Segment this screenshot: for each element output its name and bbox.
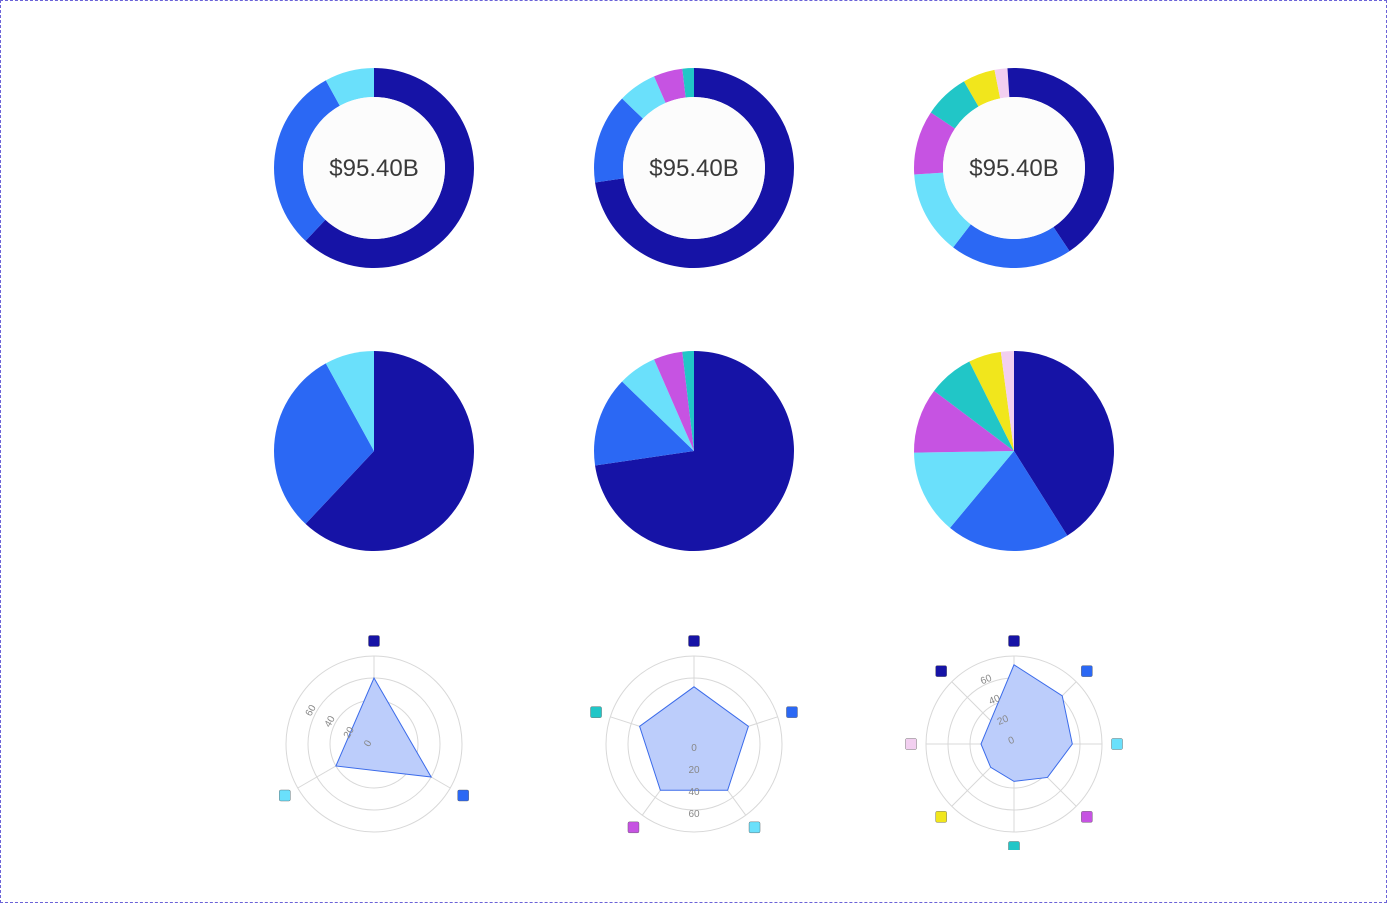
radar-axis-marker-4	[627, 821, 640, 834]
pie-slice-1	[305, 351, 474, 551]
donut-slice-5	[682, 68, 694, 98]
donut-slice-6	[964, 69, 1001, 107]
radar-area	[335, 676, 433, 778]
pie-slice-2	[274, 363, 374, 524]
donut-slice-3	[914, 172, 971, 248]
donut-slice-3	[325, 68, 374, 106]
pie-chart-3	[914, 351, 1114, 551]
radar-tick-label: 40	[987, 693, 1002, 708]
radar-tick-label: 0	[1007, 735, 1017, 747]
pie-slice-3	[914, 451, 1014, 528]
radar-tick-label: 60	[304, 703, 319, 719]
radar-tick-label: 20	[342, 725, 357, 741]
donut-slice-1	[1014, 68, 1114, 252]
pie-slice-6	[969, 351, 1014, 451]
donut-center-label: $95.40B	[649, 155, 738, 182]
radar-area	[639, 686, 749, 791]
pie-chart-2	[594, 351, 794, 551]
donut-slice-2	[953, 224, 1070, 268]
radar-chart-3: 0 20 40 60	[905, 635, 1123, 850]
radar-axis-marker-5	[590, 706, 602, 718]
radar-axis-marker-1	[368, 635, 380, 647]
donut-slice-2	[274, 80, 340, 241]
donut-slice-8	[1007, 68, 1014, 98]
pie-slice-1	[1014, 351, 1114, 536]
pie-slice-5	[682, 351, 694, 451]
pie-slice-2	[950, 451, 1068, 551]
pie-slice-1	[595, 351, 794, 551]
donut-hole	[303, 97, 445, 239]
pie-slice-3	[325, 351, 374, 451]
pie-chart-1	[274, 351, 474, 551]
radar-axis-marker-3	[1111, 738, 1123, 750]
radar-axis-marker-1	[688, 635, 700, 647]
radar-axis-marker-3	[748, 821, 761, 834]
donut-slice-4	[914, 112, 955, 175]
donut-slice-1	[305, 68, 474, 268]
radar-axis-marker-2	[786, 706, 798, 718]
radar-tick-label: 20	[688, 765, 700, 776]
donut-hole	[943, 97, 1085, 239]
donut-hole	[623, 97, 765, 239]
radar-axis-marker-4	[1081, 811, 1093, 823]
radar-tick-label: 60	[688, 809, 700, 820]
pie-slice-2	[594, 381, 694, 466]
radar-axis-marker-2	[457, 789, 469, 802]
radar-tick-label: 0	[362, 738, 375, 749]
donut-chart-1: $95.40B	[274, 68, 474, 268]
radar-tick-label: 40	[688, 787, 700, 798]
donut-slice-5	[930, 81, 979, 129]
radar-axis-marker-2	[1081, 665, 1093, 677]
radar-tick-label: 40	[323, 714, 338, 730]
radar-axis-marker-6	[935, 811, 947, 823]
pie-slice-5	[934, 361, 1014, 451]
radar-axis-marker-1	[1008, 635, 1020, 647]
donut-slice-3	[622, 76, 666, 119]
pie-slice-7	[1000, 351, 1014, 451]
radar-axis-marker-7	[905, 738, 917, 750]
pie-slice-3	[622, 359, 694, 451]
donut-center-label: $95.40B	[969, 155, 1058, 182]
radar-axis-marker-3	[279, 789, 291, 802]
radar-axis-marker-5	[1008, 841, 1020, 850]
donut-chart-2: $95.40B	[594, 68, 794, 268]
donut-center-label: $95.40B	[329, 155, 418, 182]
donut-slice-2	[594, 98, 643, 183]
pie-slice-4	[914, 390, 1014, 453]
radar-tick-label: 20	[996, 713, 1011, 728]
radar-tick-label: 0	[691, 743, 697, 754]
radar-axis-marker-8	[935, 665, 947, 677]
pie-slice-4	[654, 351, 694, 451]
radar-area	[980, 664, 1073, 782]
radar-tick-label: 60	[979, 673, 994, 688]
donut-chart-3: $95.40B	[914, 68, 1114, 268]
donut-slice-4	[654, 68, 686, 103]
radar-chart-2: 0 20 40 60	[590, 635, 798, 834]
donut-slice-7	[994, 68, 1010, 99]
